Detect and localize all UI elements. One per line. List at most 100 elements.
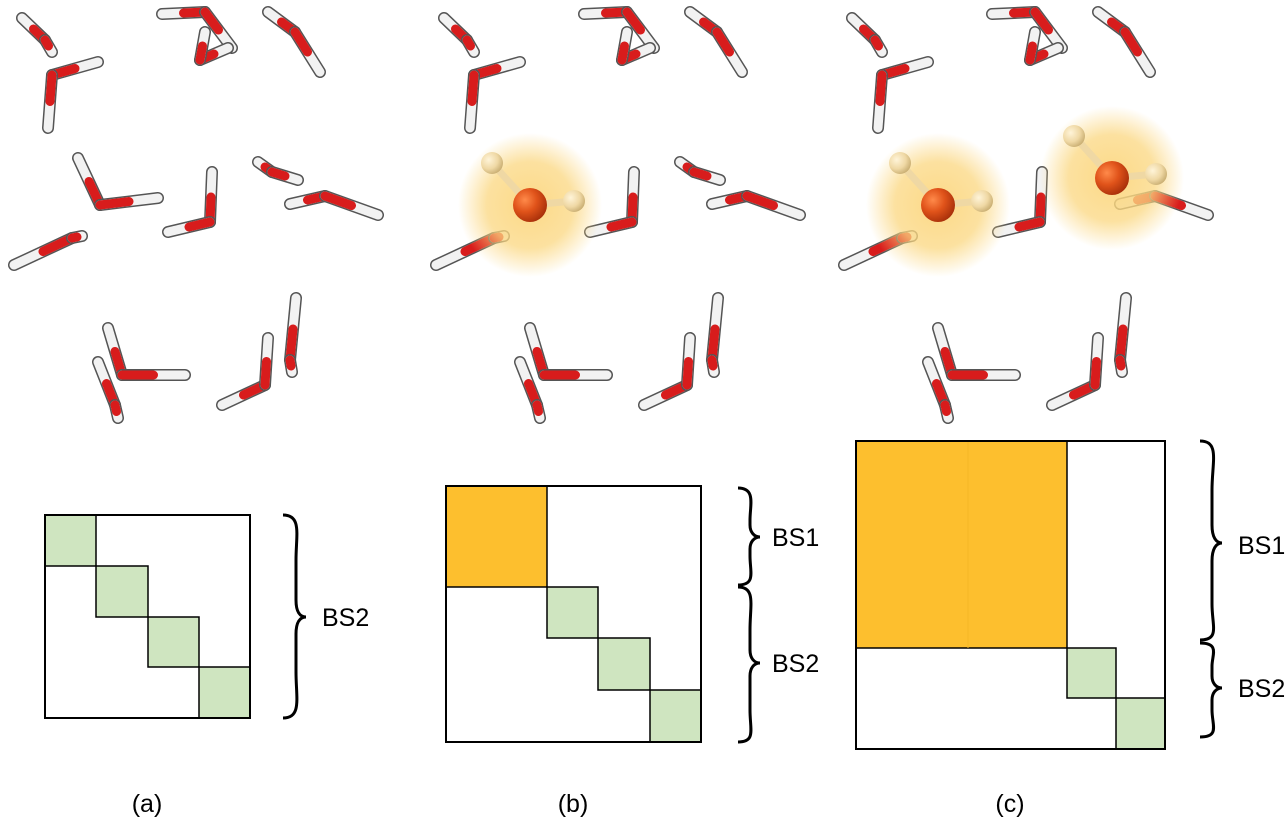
water-molecule [284, 292, 302, 378]
bond [707, 355, 718, 371]
bond [606, 217, 637, 232]
water-molecule [1092, 6, 1156, 78]
oxygen-atom [513, 188, 547, 222]
bond [875, 70, 887, 106]
panel-a: BS2 (a) [8, 6, 384, 818]
bond [290, 27, 312, 57]
curly-brace-bs2 [1199, 641, 1223, 739]
brace-label-bs2: BS2 [322, 604, 369, 632]
bond [1014, 217, 1045, 232]
panel-caption-b: (b) [558, 790, 589, 818]
matrix-border [855, 440, 1166, 750]
bond [1090, 357, 1101, 390]
bond [870, 35, 883, 51]
water-cluster-c [838, 6, 1214, 424]
water-molecule [684, 6, 748, 78]
hydrogen-atom [1145, 163, 1167, 185]
hydrogen-atom [1063, 125, 1085, 147]
bond [184, 217, 215, 232]
water-molecule [986, 6, 1068, 54]
bond [95, 197, 134, 210]
water-molecule [252, 156, 304, 186]
water-molecule [72, 152, 164, 211]
water-molecule [8, 230, 88, 271]
water-molecule [262, 6, 326, 78]
oxygen-atom [1095, 161, 1129, 195]
water-molecule [92, 356, 124, 424]
brace-label-bs1: BS1 [772, 524, 819, 552]
bond [1025, 41, 1037, 65]
highlighted-water-molecule [866, 133, 1010, 277]
bs2-diagonal-block [95, 565, 149, 618]
water-molecule [162, 166, 218, 238]
water-molecule [1024, 26, 1064, 66]
matrix-b [445, 485, 702, 743]
water-cluster-b [430, 6, 806, 424]
bond [940, 400, 951, 416]
water-molecule [1114, 292, 1132, 378]
bond [617, 41, 629, 65]
water-molecule [872, 56, 934, 134]
bond [742, 191, 778, 210]
brace-label-bs2: BS2 [772, 650, 819, 678]
bond [110, 400, 121, 416]
water-molecule [1046, 332, 1104, 411]
hydrogen-atom [563, 190, 585, 212]
water-molecule [706, 292, 724, 378]
water-molecule [102, 322, 191, 381]
panel-caption-c: (c) [995, 790, 1024, 818]
curly-brace-bs1 [737, 486, 761, 587]
curly-brace-bs2 [737, 585, 761, 744]
bond [40, 35, 53, 51]
bond [267, 167, 290, 181]
bond [712, 27, 734, 57]
bond [682, 357, 693, 390]
bond [1030, 7, 1053, 35]
hydrogen-atom [481, 152, 503, 174]
bs1-block [445, 485, 548, 588]
water-molecule [156, 6, 238, 54]
panel-c: BS1 BS2 (c) [838, 6, 1285, 818]
bond [67, 232, 82, 243]
water-molecule [674, 156, 726, 186]
bs2-diagonal-block [546, 586, 599, 639]
bond [285, 355, 296, 371]
bond [622, 7, 645, 35]
bond [689, 167, 712, 181]
water-molecule [464, 56, 526, 134]
bond [200, 7, 223, 35]
water-molecule [846, 12, 888, 58]
bs2-diagonal-block [1066, 647, 1117, 699]
water-molecule [524, 322, 613, 381]
matrix-border [445, 485, 702, 743]
panel-caption-a: (a) [132, 790, 163, 818]
bond [320, 191, 356, 210]
water-molecule [194, 26, 234, 66]
water-molecule [16, 12, 58, 58]
hydrogen-atom [971, 190, 993, 212]
curly-brace [282, 513, 307, 720]
bs2-diagonal-block [597, 637, 651, 691]
water-molecule [616, 26, 656, 66]
bs2-diagonal-block [1115, 697, 1166, 750]
hydrogen-atom [889, 152, 911, 174]
highlighted-water-molecule [458, 133, 602, 277]
bond [45, 70, 57, 106]
water-molecule [922, 356, 954, 424]
matrix-c [855, 440, 1166, 750]
water-molecule [216, 332, 274, 411]
brace-label-bs1: BS1 [1238, 532, 1285, 560]
bond [462, 35, 475, 51]
oxygen-atom [921, 188, 955, 222]
matrix-a [44, 514, 251, 719]
bs2-diagonal-block [649, 689, 702, 743]
water-molecule [706, 190, 806, 221]
bond [1115, 355, 1126, 371]
water-molecule [638, 332, 696, 411]
curly-brace-bs1 [1199, 439, 1223, 642]
brace-label-bs2: BS2 [1238, 675, 1285, 703]
bs2-diagonal-block [147, 616, 200, 668]
water-molecule [42, 56, 104, 134]
water-molecule [514, 356, 546, 424]
panel-b: BS1 BS2 (b) [430, 6, 819, 818]
